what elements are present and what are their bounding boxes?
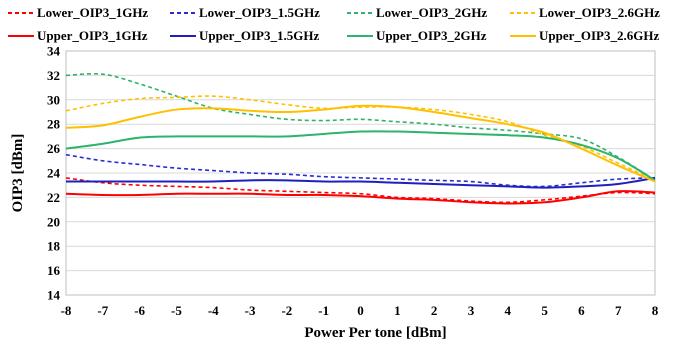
y-tick-label: 32 [47,68,60,83]
legend-label: Lower_OIP3_1.5GHz [199,5,320,20]
series-line-lower-oip3-2ghz [65,72,656,181]
y-tick-label: 34 [47,44,61,59]
x-tick-label: 0 [357,303,364,318]
x-tick-label: -3 [245,303,256,318]
y-tick-label: 16 [47,263,61,278]
legend-label: Upper_OIP3_1GHz [37,28,148,43]
series-line-upper-oip3-1ghz [65,190,656,205]
x-tick-label: 4 [505,303,512,318]
y-axis-title: OIP3 [dBm] [10,134,26,213]
series-line-upper-oip3-2ghz [65,130,656,182]
x-tick-label: -2 [281,303,292,318]
x-tick-label: -7 [97,303,108,318]
y-tick-label: 22 [47,190,60,205]
plot-frame [65,50,656,296]
grid-lines [66,50,655,296]
x-tick-label: 5 [541,303,548,318]
x-tick-label: -1 [318,303,329,318]
x-tick-label: 7 [615,303,622,318]
legend: Lower_OIP3_1GHz Lower_OIP3_1.5GHz Lower_OI… [8,5,660,43]
x-tick-label: 8 [652,303,659,318]
x-tick-label: -6 [134,303,145,318]
series-line-upper-oip3-2-6ghz [65,104,656,183]
legend-label: Lower_OIP3_2.6GHz [539,5,660,20]
x-tick-label: -4 [208,303,219,318]
legend-label: Lower_OIP3_2GHz [376,5,487,20]
series-line-lower-oip3-1ghz [65,177,656,204]
x-tick-label: 1 [394,303,401,318]
series-line-upper-oip3-1-5ghz [65,176,656,189]
legend-label: Lower_OIP3_1GHz [37,5,148,20]
y-tick-label: 28 [47,117,61,132]
x-tick-label: -8 [61,303,72,318]
y-tick-label: 14 [47,288,61,303]
x-axis-title: Power Per tone [dBm] [304,325,446,341]
x-tick-label: 2 [431,303,438,318]
x-tick-label: 3 [468,303,475,318]
series-line-lower-oip3-2-6ghz [65,95,656,182]
y-tick-label: 30 [47,92,60,107]
series-lines [65,72,656,205]
x-tick-label: 6 [578,303,585,318]
x-tick-label: -5 [171,303,182,318]
y-tick-label: 24 [47,166,61,181]
x-axis-ticks: -8 -7 -6 -5 -4 -3 -2 -1 0 1 2 3 4 5 6 7 8 [61,303,659,318]
legend-label: Upper_OIP3_2.6GHz [539,28,659,43]
legend-label: Upper_OIP3_2GHz [376,28,487,43]
y-axis-ticks: 14 16 18 20 22 24 26 28 30 32 34 [47,44,61,303]
y-tick-label: 20 [47,214,60,229]
series-line-lower-oip3-1-5ghz [65,153,656,188]
y-tick-label: 26 [47,141,61,156]
y-tick-label: 18 [47,239,61,254]
legend-label: Upper_OIP3_1.5GHz [199,28,319,43]
